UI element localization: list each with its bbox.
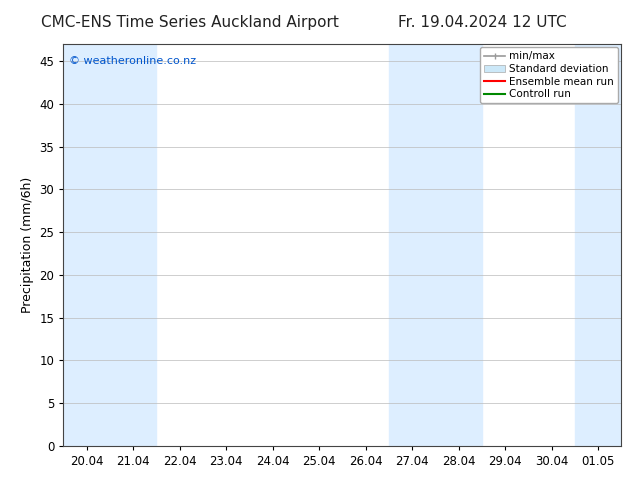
Text: Fr. 19.04.2024 12 UTC: Fr. 19.04.2024 12 UTC (398, 15, 566, 30)
Bar (575, 44, 634, 446)
Legend: min/max, Standard deviation, Ensemble mean run, Controll run: min/max, Standard deviation, Ensemble me… (480, 47, 618, 103)
Bar (63, 44, 157, 446)
Bar (389, 44, 482, 446)
Text: © weatheronline.co.nz: © weatheronline.co.nz (69, 56, 196, 66)
Text: CMC-ENS Time Series Auckland Airport: CMC-ENS Time Series Auckland Airport (41, 15, 339, 30)
Y-axis label: Precipitation (mm/6h): Precipitation (mm/6h) (21, 177, 34, 313)
